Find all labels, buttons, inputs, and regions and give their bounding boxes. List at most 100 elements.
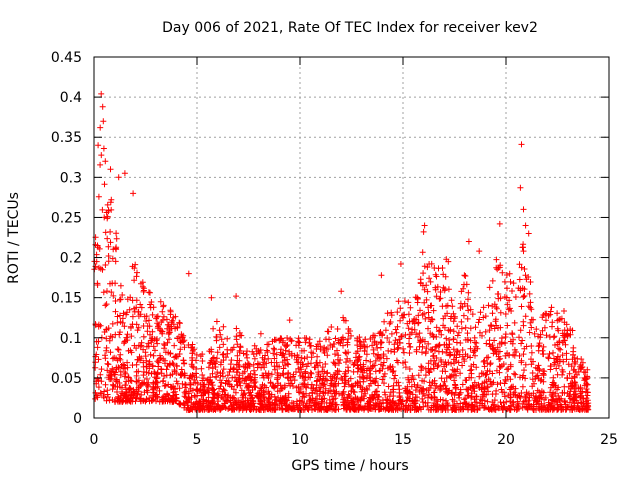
data-point bbox=[171, 368, 178, 375]
data-point bbox=[385, 383, 392, 390]
data-point bbox=[416, 330, 423, 337]
data-point bbox=[117, 296, 124, 303]
data-point bbox=[517, 184, 524, 191]
data-point bbox=[161, 357, 168, 364]
data-point bbox=[345, 403, 352, 410]
data-point bbox=[331, 390, 338, 397]
data-point bbox=[339, 392, 345, 399]
data-point bbox=[109, 386, 116, 393]
data-point bbox=[402, 364, 409, 371]
data-point bbox=[94, 282, 101, 288]
data-point bbox=[418, 364, 425, 371]
data-point bbox=[561, 327, 568, 334]
data-point bbox=[523, 404, 530, 411]
data-point bbox=[104, 201, 111, 208]
data-point bbox=[97, 389, 104, 396]
data-point bbox=[124, 309, 130, 316]
data-point bbox=[569, 380, 576, 386]
data-point bbox=[424, 264, 431, 271]
data-point bbox=[512, 294, 519, 300]
data-point bbox=[131, 277, 138, 284]
data-point bbox=[464, 386, 471, 393]
data-point bbox=[545, 399, 552, 406]
data-point bbox=[514, 394, 520, 400]
data-point bbox=[539, 347, 546, 354]
data-point bbox=[211, 360, 218, 367]
data-point bbox=[133, 361, 140, 368]
data-point bbox=[507, 406, 514, 413]
data-point bbox=[220, 323, 227, 330]
data-point bbox=[355, 406, 362, 413]
data-point bbox=[413, 348, 420, 355]
data-point bbox=[326, 336, 332, 343]
data-point bbox=[438, 358, 445, 365]
data-point bbox=[308, 370, 315, 377]
data-point bbox=[192, 404, 199, 411]
data-point bbox=[482, 371, 489, 378]
data-point bbox=[495, 348, 502, 355]
data-point bbox=[493, 304, 500, 311]
data-point bbox=[580, 395, 586, 402]
data-point bbox=[233, 377, 240, 384]
data-point bbox=[228, 383, 235, 390]
data-point bbox=[372, 406, 379, 413]
data-point bbox=[307, 369, 314, 376]
data-point bbox=[251, 380, 257, 387]
data-point bbox=[450, 406, 457, 412]
data-point bbox=[211, 406, 218, 412]
data-point bbox=[388, 404, 395, 411]
data-point bbox=[537, 377, 544, 384]
data-point bbox=[307, 343, 313, 349]
data-point bbox=[94, 344, 101, 351]
data-point bbox=[555, 362, 562, 369]
data-point bbox=[377, 329, 384, 335]
data-point bbox=[274, 382, 281, 389]
data-point bbox=[143, 395, 150, 402]
data-point bbox=[216, 327, 223, 334]
data-point bbox=[157, 298, 164, 305]
data-point bbox=[444, 302, 451, 309]
data-point bbox=[407, 304, 414, 311]
data-point bbox=[580, 369, 587, 375]
data-point bbox=[163, 366, 170, 373]
data-point bbox=[215, 392, 222, 399]
data-point bbox=[456, 394, 463, 401]
data-point bbox=[220, 366, 227, 373]
data-point bbox=[367, 336, 374, 342]
data-point bbox=[152, 347, 158, 354]
data-point bbox=[566, 399, 573, 406]
data-point bbox=[133, 321, 140, 328]
data-point bbox=[95, 384, 102, 391]
data-point bbox=[344, 394, 351, 401]
data-point bbox=[579, 406, 586, 413]
data-point bbox=[240, 350, 247, 357]
data-point bbox=[326, 396, 333, 403]
data-point bbox=[340, 402, 347, 409]
data-point bbox=[384, 335, 391, 341]
data-point bbox=[334, 326, 341, 332]
data-point bbox=[570, 367, 577, 374]
data-point bbox=[516, 261, 523, 268]
data-point bbox=[527, 304, 534, 311]
data-point bbox=[140, 359, 147, 366]
data-point bbox=[181, 393, 188, 400]
data-point bbox=[498, 403, 505, 410]
data-point bbox=[491, 325, 498, 332]
data-point bbox=[518, 141, 525, 148]
data-point bbox=[170, 361, 177, 368]
data-point bbox=[559, 390, 566, 396]
data-point bbox=[391, 341, 398, 348]
data-point bbox=[205, 398, 212, 405]
data-point bbox=[311, 400, 318, 407]
y-tick-label: 0.2 bbox=[60, 251, 82, 267]
data-point bbox=[396, 397, 403, 404]
data-point bbox=[432, 407, 439, 413]
data-point bbox=[199, 385, 206, 391]
data-point bbox=[400, 360, 406, 366]
data-point bbox=[414, 384, 420, 390]
data-point bbox=[107, 166, 114, 173]
data-point bbox=[365, 403, 372, 410]
data-point bbox=[393, 329, 400, 336]
y-axis-label: ROTI / TECUs bbox=[6, 192, 22, 284]
